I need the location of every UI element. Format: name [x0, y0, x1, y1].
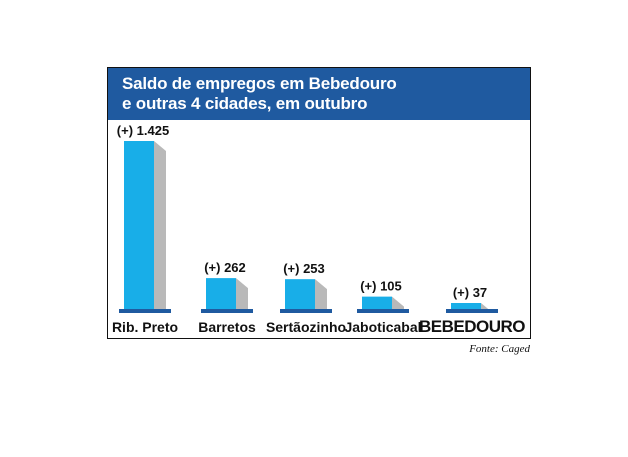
- chart-header: Saldo de empregos em Bebedouro e outras …: [108, 68, 530, 120]
- value-label-2: (+) 253: [283, 261, 325, 276]
- category-label-0: Rib. Preto: [112, 319, 178, 335]
- bar-2: [285, 279, 315, 309]
- bar-side-1: [236, 278, 248, 309]
- category-label-1: Barretos: [198, 319, 256, 335]
- bar-4: [451, 303, 481, 309]
- chart-title-line-2: e outras 4 cidades, em outubro: [122, 94, 368, 113]
- bar-base-4: [446, 309, 498, 313]
- bar-base-1: [201, 309, 253, 313]
- value-label-4: (+) 37: [453, 285, 487, 300]
- bar-side-3: [392, 296, 404, 309]
- value-label-1: (+) 262: [204, 260, 246, 275]
- bars-group: [119, 141, 498, 313]
- category-label-4: BEBEDOURO: [419, 317, 525, 336]
- bar-side-2: [315, 279, 327, 309]
- bar-3: [362, 296, 392, 309]
- category-label-3: Jaboticabal: [344, 319, 421, 335]
- value-labels-group: (+) 1.425 (+) 262 (+) 253 (+) 105 (+) 37: [117, 123, 487, 300]
- category-labels-group: Rib. Preto Barretos SertãozinhoJaboticabal…: [112, 317, 526, 336]
- chart-title-line-1: Saldo de empregos em Bebedouro: [122, 74, 397, 93]
- bar-base-0: [119, 309, 171, 313]
- category-label-2: Sertãozinho: [266, 319, 346, 335]
- bar-base-3: [357, 309, 409, 313]
- bar-0: [124, 141, 154, 309]
- value-label-0: (+) 1.425: [117, 123, 169, 138]
- bar-1: [206, 278, 236, 309]
- bar-side-0: [154, 141, 166, 309]
- chart-source: Fonte: Caged: [469, 343, 530, 355]
- bar-base-2: [280, 309, 332, 313]
- value-label-3: (+) 105: [360, 279, 402, 294]
